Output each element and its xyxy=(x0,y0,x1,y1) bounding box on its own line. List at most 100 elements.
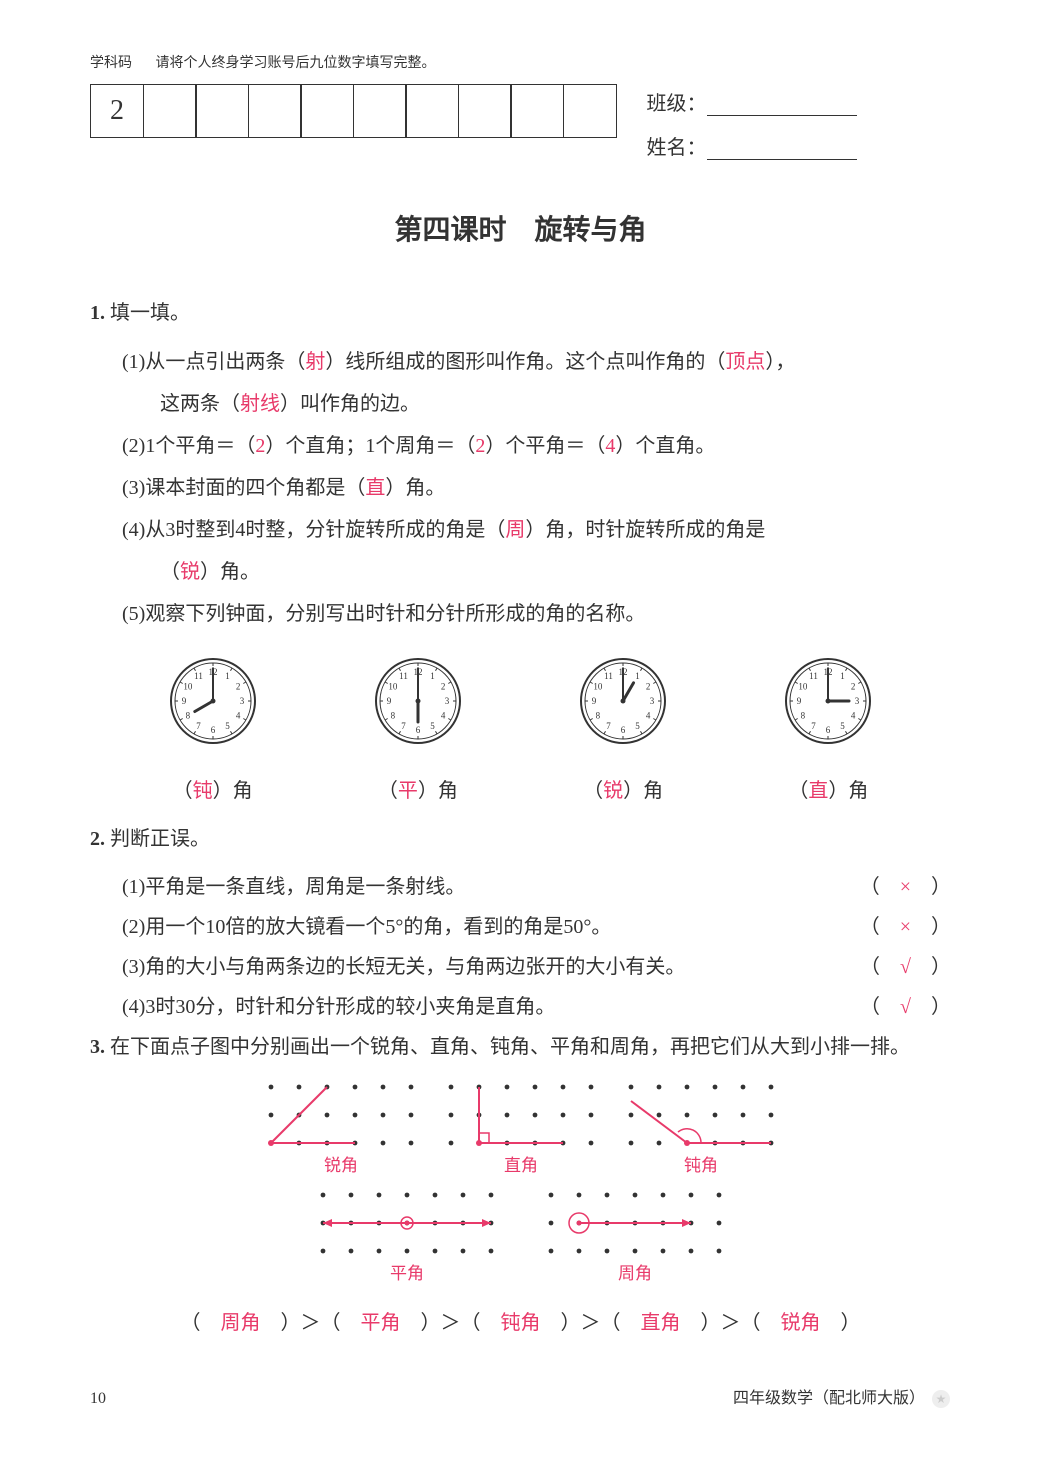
svg-text:7: 7 xyxy=(196,721,201,731)
svg-text:★: ★ xyxy=(936,1392,947,1406)
q1-s1-line2: 这两条（射线）叫作角的边。 xyxy=(122,383,951,425)
q2-stem: 判断正误。 xyxy=(110,828,210,850)
judge-text: (1)平角是一条直线，周角是一条射线。 xyxy=(122,867,860,907)
svg-text:1: 1 xyxy=(225,671,230,681)
svg-text:11: 11 xyxy=(810,671,819,681)
code-box[interactable]: 2 xyxy=(90,84,144,138)
q1: 1. 填一填。 xyxy=(90,293,951,333)
judge-row: (1)平角是一条直线，周角是一条射线。（ × ） xyxy=(90,867,951,907)
svg-text:6: 6 xyxy=(416,725,421,735)
svg-text:5: 5 xyxy=(430,721,435,731)
dot-grid: 锐角 xyxy=(261,1077,421,1177)
judge-row: (3)角的大小与角两条边的长短无关，与角两边张开的大小有关。（ √ ） xyxy=(90,947,951,987)
name-line: 姓名： xyxy=(647,128,857,168)
code-box[interactable] xyxy=(248,84,302,138)
svg-text:1: 1 xyxy=(430,671,435,681)
judge-text: (4)3时30分，时针和分针形成的较小夹角是直角。 xyxy=(122,987,860,1027)
svg-text:6: 6 xyxy=(826,725,831,735)
judge-answer: （ × ） xyxy=(860,907,951,947)
svg-text:直角: 直角 xyxy=(504,1156,538,1175)
svg-text:4: 4 xyxy=(441,711,446,721)
svg-text:9: 9 xyxy=(387,696,392,706)
q1-s2: (2)1个平角＝（2）个直角；1个周角＝（2）个平角＝（4）个直角。 xyxy=(122,425,951,467)
name-blank[interactable] xyxy=(707,138,857,160)
svg-text:3: 3 xyxy=(445,696,450,706)
clock-answer: （钝）角 xyxy=(165,771,261,811)
order-row: （ 周角 ）＞（ 平角 ）＞（ 钝角 ）＞（ 直角 ）＞（ 锐角 ） xyxy=(90,1303,951,1343)
svg-text:7: 7 xyxy=(606,721,611,731)
svg-text:2: 2 xyxy=(441,682,446,692)
code-box[interactable] xyxy=(563,84,617,138)
q1-s1-line1: (1)从一点引出两条（射）线所组成的图形叫作角。这个点叫作角的（顶点）， xyxy=(122,341,951,383)
name-lines: 班级： 姓名： xyxy=(647,84,857,172)
clock-item: 123456789101112（锐）角 xyxy=(575,653,671,811)
code-box[interactable] xyxy=(405,84,459,138)
dot-grid: 平角 xyxy=(313,1185,501,1285)
svg-text:8: 8 xyxy=(801,711,806,721)
judge-text: (2)用一个10倍的放大镜看一个5°的角，看到的角是50°。 xyxy=(122,907,860,947)
page-number: 10 xyxy=(90,1383,106,1415)
svg-text:4: 4 xyxy=(851,711,856,721)
clock-answer: （锐）角 xyxy=(575,771,671,811)
svg-text:8: 8 xyxy=(185,711,190,721)
judge-row: (2)用一个10倍的放大镜看一个5°的角，看到的角是50°。（ × ） xyxy=(90,907,951,947)
svg-text:5: 5 xyxy=(635,721,640,731)
judge-answer: （ √ ） xyxy=(860,947,951,987)
code-box[interactable] xyxy=(458,84,512,138)
svg-text:10: 10 xyxy=(388,682,398,692)
code-box[interactable] xyxy=(195,84,249,138)
svg-text:平角: 平角 xyxy=(390,1264,424,1283)
q1-stem: 填一填。 xyxy=(110,302,190,324)
header-note: 学科码 请将个人终身学习账号后九位数字填写完整。 xyxy=(90,50,951,78)
svg-text:6: 6 xyxy=(210,725,215,735)
svg-text:5: 5 xyxy=(225,721,230,731)
svg-text:9: 9 xyxy=(592,696,597,706)
svg-text:7: 7 xyxy=(401,721,406,731)
q1-s3: (3)课本封面的四个角都是（直）角。 xyxy=(122,467,951,509)
svg-text:2: 2 xyxy=(235,682,240,692)
svg-text:9: 9 xyxy=(797,696,802,706)
svg-text:6: 6 xyxy=(621,725,626,735)
clock-item: 123456789101112（直）角 xyxy=(780,653,876,811)
svg-text:3: 3 xyxy=(239,696,244,706)
q3: 3. 在下面点子图中分别画出一个锐角、直角、钝角、平角和周角，再把它们从大到小排… xyxy=(90,1027,951,1067)
code-boxes: 2 xyxy=(90,84,617,138)
q2-items: (1)平角是一条直线，周角是一条射线。（ × ）(2)用一个10倍的放大镜看一个… xyxy=(90,867,951,1027)
svg-text:7: 7 xyxy=(812,721,817,731)
edition-badge: 四年级数学（配北师大版） ★ xyxy=(733,1383,951,1415)
svg-text:11: 11 xyxy=(399,671,408,681)
svg-text:10: 10 xyxy=(799,682,809,692)
judge-answer: （ × ） xyxy=(860,867,951,907)
code-box[interactable] xyxy=(143,84,197,138)
q1-s4-line2: （锐）角。 xyxy=(122,551,951,593)
svg-text:9: 9 xyxy=(181,696,186,706)
code-box[interactable] xyxy=(510,84,564,138)
svg-text:5: 5 xyxy=(841,721,846,731)
clock-item: 123456789101112（钝）角 xyxy=(165,653,261,811)
q3-num: 3. xyxy=(90,1036,105,1058)
svg-text:8: 8 xyxy=(391,711,396,721)
header-row: 2 班级： 姓名： xyxy=(90,84,951,172)
subject-code-label: 学科码 xyxy=(90,56,132,71)
svg-text:10: 10 xyxy=(594,682,604,692)
svg-text:4: 4 xyxy=(646,711,651,721)
clocks-row: 123456789101112（钝）角123456789101112（平）角12… xyxy=(90,653,951,811)
svg-text:1: 1 xyxy=(841,671,846,681)
header-instruction: 请将个人终身学习账号后九位数字填写完整。 xyxy=(156,56,436,71)
svg-text:11: 11 xyxy=(194,671,203,681)
clock-item: 123456789101112（平）角 xyxy=(370,653,466,811)
dot-diagrams: 锐角直角钝角平角周角 xyxy=(90,1077,951,1285)
class-blank[interactable] xyxy=(707,94,857,116)
svg-text:1: 1 xyxy=(635,671,640,681)
code-box[interactable] xyxy=(300,84,354,138)
svg-text:3: 3 xyxy=(855,696,860,706)
q2: 2. 判断正误。 xyxy=(90,819,951,859)
code-box[interactable] xyxy=(353,84,407,138)
clock-face: 123456789101112 xyxy=(780,653,876,749)
svg-text:3: 3 xyxy=(650,696,655,706)
star-icon: ★ xyxy=(931,1389,951,1409)
lesson-title: 第四课时 旋转与角 xyxy=(90,202,951,258)
svg-text:11: 11 xyxy=(604,671,613,681)
svg-text:2: 2 xyxy=(851,682,856,692)
svg-text:8: 8 xyxy=(596,711,601,721)
